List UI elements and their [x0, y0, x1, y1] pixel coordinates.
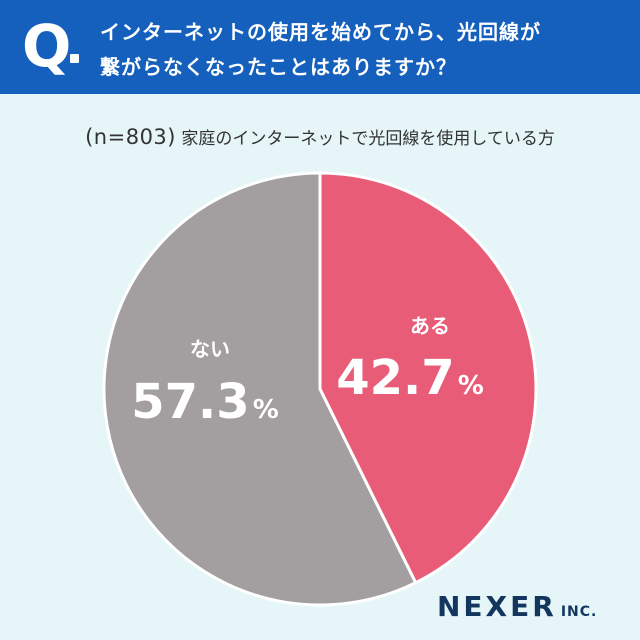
question-line-2: 繋がらなくなったことはありますか？: [100, 55, 457, 79]
question-line-1: インターネットの使用を始めてから、光回線が: [100, 20, 541, 44]
question-header: Q インターネットの使用を始めてから、光回線が 繋がらなくなったことはありますか…: [0, 0, 640, 94]
q-dot: [70, 54, 79, 63]
nexer-logo: NEXER INC.: [437, 590, 597, 623]
slice-label: ある: [410, 314, 450, 338]
logo-main: NEXER: [437, 590, 557, 623]
slice-value-label: 57.3%: [131, 374, 279, 430]
logo-suffix: INC.: [560, 604, 598, 620]
pie-slice-yes: [318, 171, 538, 585]
slice-value-label: 42.7%: [336, 350, 484, 406]
sample-description: (n=803) 家庭のインターネットで光回線を使用している方: [0, 124, 640, 149]
slice-label: ない: [190, 337, 230, 361]
sample-size: (n=803): [85, 125, 176, 149]
sample-description-text: 家庭のインターネットで光回線を使用している方: [181, 129, 555, 149]
pie-slice-no: [102, 171, 418, 607]
q-label: Q: [22, 12, 72, 80]
